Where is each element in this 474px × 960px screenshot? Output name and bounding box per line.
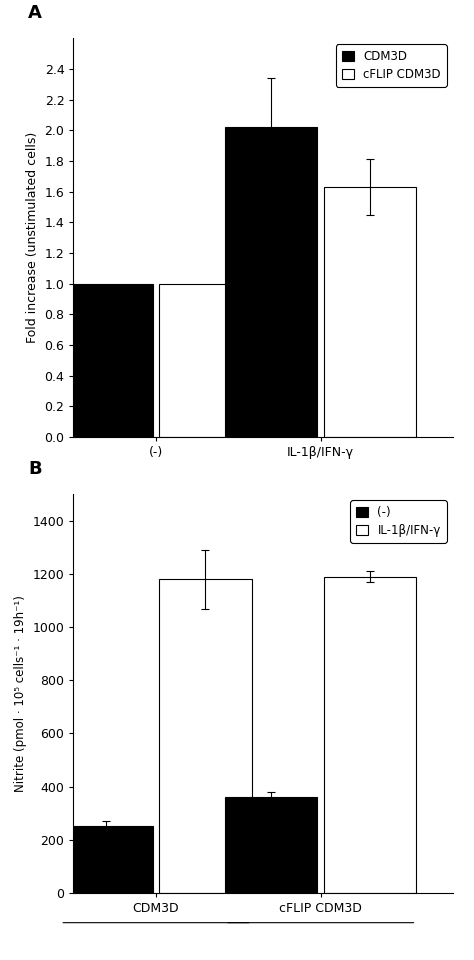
Legend: (-), IL-1β/IFN-γ: (-), IL-1β/IFN-γ [350, 500, 447, 542]
Bar [60, 283, 153, 437]
Y-axis label: Nitrite (pmol · 10⁵ cells⁻¹ · 19h⁻¹): Nitrite (pmol · 10⁵ cells⁻¹ · 19h⁻¹) [14, 595, 27, 792]
Text: A: A [28, 5, 42, 22]
Bar [159, 580, 252, 893]
Legend: CDM3D, cFLIP CDM3D: CDM3D, cFLIP CDM3D [336, 44, 447, 86]
Y-axis label: Fold increase (unstimulated cells): Fold increase (unstimulated cells) [26, 132, 39, 344]
Text: B: B [28, 461, 42, 478]
Bar [60, 827, 153, 893]
Bar [324, 187, 416, 437]
Bar [159, 283, 252, 437]
Bar [225, 797, 318, 893]
Bar [225, 128, 318, 437]
Bar [324, 577, 416, 893]
